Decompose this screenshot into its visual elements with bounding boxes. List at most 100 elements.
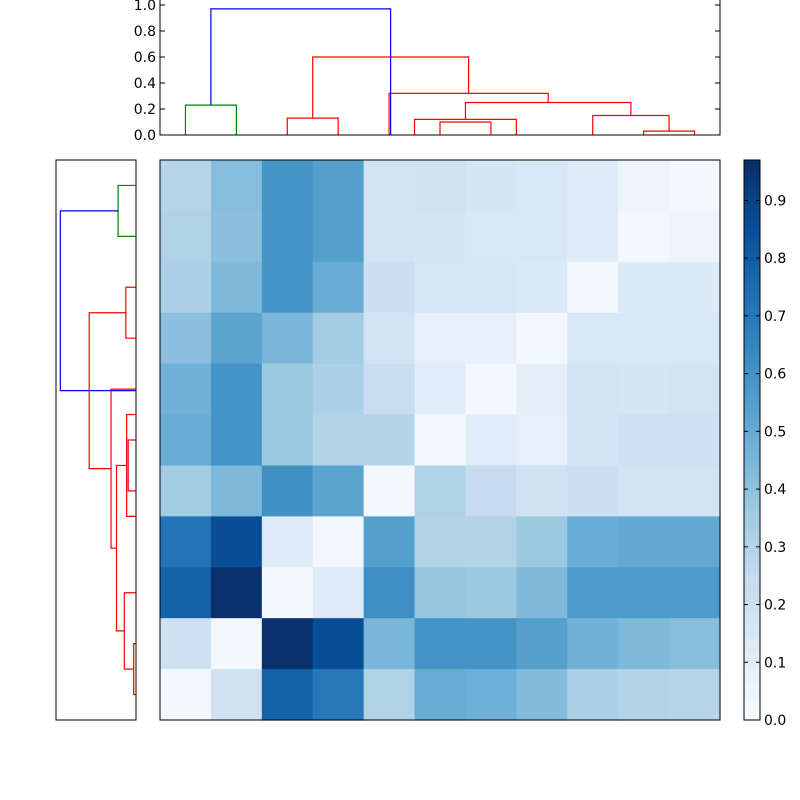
colorbar-segment — [744, 385, 760, 391]
top-dendrogram-link — [592, 114, 670, 135]
heatmap-cell — [210, 160, 263, 212]
colorbar-segment — [744, 660, 760, 666]
heatmap-cell — [312, 567, 365, 619]
left-dendrogram-link — [127, 439, 136, 492]
top-dendrogram-link — [643, 130, 696, 135]
colorbar-segment — [744, 195, 760, 201]
heatmap-cell — [414, 261, 467, 314]
colorbar-tick-label: 0.4 — [764, 482, 786, 498]
colorbar-tick-label: 0.2 — [764, 598, 786, 614]
colorbar-segment — [744, 320, 760, 326]
heatmap-cell — [210, 465, 263, 517]
colorbar-segment — [744, 415, 760, 421]
heatmap-cell — [516, 618, 568, 670]
heatmap-cell — [363, 618, 416, 670]
heatmap-cell — [261, 465, 314, 517]
colorbar-segment — [744, 545, 760, 551]
colorbar-segment — [744, 495, 760, 501]
heatmap-cell — [312, 414, 365, 467]
top-dendrogram-tick-label: 0.2 — [134, 102, 156, 118]
top-dendrogram-link — [464, 101, 632, 120]
colorbar-segment — [744, 620, 760, 626]
colorbar-segment — [744, 670, 760, 676]
left-dendrogram-link — [115, 464, 127, 632]
heatmap-cell — [465, 261, 517, 314]
top-dendrogram-tick-label: 1.0 — [134, 0, 156, 14]
heatmap-cell — [210, 567, 263, 619]
heatmap-cell — [465, 363, 517, 416]
heatmap-cell — [669, 261, 721, 314]
heatmap-cell — [669, 516, 721, 568]
heatmap-cell — [414, 363, 467, 416]
colorbar-segment — [744, 675, 760, 681]
colorbar-segment — [744, 220, 760, 226]
colorbar-segment — [744, 305, 760, 311]
colorbar-segment — [744, 330, 760, 336]
heatmap-cell — [160, 312, 212, 365]
heatmap-cell — [261, 363, 314, 416]
colorbar-segment — [744, 555, 760, 561]
heatmap-cell — [669, 465, 721, 517]
colorbar-segment — [744, 460, 760, 466]
heatmap-cell — [567, 363, 619, 416]
heatmap-cell — [618, 363, 670, 416]
heatmap-cell — [669, 363, 721, 416]
heatmap-cell — [516, 312, 568, 365]
heatmap-cell — [669, 669, 721, 721]
colorbar-frame — [743, 159, 761, 721]
heatmap-cell — [567, 516, 619, 568]
colorbar-segment — [744, 435, 760, 441]
heatmap-cell — [363, 414, 416, 467]
heatmap-cell — [312, 160, 365, 212]
heatmap-cell — [160, 669, 212, 721]
heatmap-cell — [618, 210, 670, 263]
colorbar-segment — [744, 520, 760, 526]
colorbar-segment — [744, 345, 760, 351]
colorbar-segment — [744, 270, 760, 276]
top-dendrogram-tick-label: 0.0 — [134, 128, 156, 144]
heatmap-cell — [618, 414, 670, 467]
colorbar-tick-label: 0.3 — [764, 540, 786, 556]
heatmap-cell — [414, 160, 467, 212]
colorbar-segment — [744, 525, 760, 531]
colorbar-segment — [744, 480, 760, 486]
colorbar-segment — [744, 365, 760, 371]
heatmap-cell — [210, 312, 263, 365]
heatmap-cell — [261, 210, 314, 263]
heatmap-cell — [618, 160, 670, 212]
top-dendrogram-tick-label: 0.6 — [134, 50, 156, 66]
colorbar-segment — [744, 665, 760, 671]
heatmap-cell — [414, 567, 467, 619]
heatmap-cell — [567, 465, 619, 517]
colorbar-tick-label: 0.5 — [764, 424, 786, 440]
colorbar-segment — [744, 225, 760, 231]
colorbar-segment — [744, 565, 760, 571]
heatmap-cell — [160, 160, 212, 212]
colorbar-segment — [744, 210, 760, 216]
left-dendrogram-frame — [55, 159, 137, 721]
heatmap-cell — [312, 363, 365, 416]
colorbar-segment — [744, 340, 760, 346]
heatmap-cell — [414, 669, 467, 721]
colorbar-segment — [744, 315, 760, 321]
colorbar-tick-label: 0.0 — [764, 713, 786, 729]
heatmap-cell — [516, 669, 568, 721]
colorbar-segment — [744, 700, 760, 706]
heatmap-cell — [465, 210, 517, 263]
colorbar-segment — [744, 235, 760, 241]
heatmap-cell — [312, 210, 365, 263]
colorbar-segment — [744, 580, 760, 586]
colorbar-segment — [744, 275, 760, 281]
colorbar-segment — [744, 550, 760, 556]
colorbar-tick-label: 0.8 — [764, 251, 786, 267]
heatmap-cell — [261, 160, 314, 212]
heatmap-cell — [261, 516, 314, 568]
colorbar-segment — [744, 470, 760, 476]
heatmap-cell — [465, 312, 517, 365]
heatmap-cell — [567, 312, 619, 365]
colorbar-segment — [744, 515, 760, 521]
heatmap-cell — [312, 312, 365, 365]
heatmap-cell — [261, 261, 314, 314]
top-dendrogram: 0.0 0.2 0.4 0.6 0.8 1.0 — [134, 0, 721, 144]
